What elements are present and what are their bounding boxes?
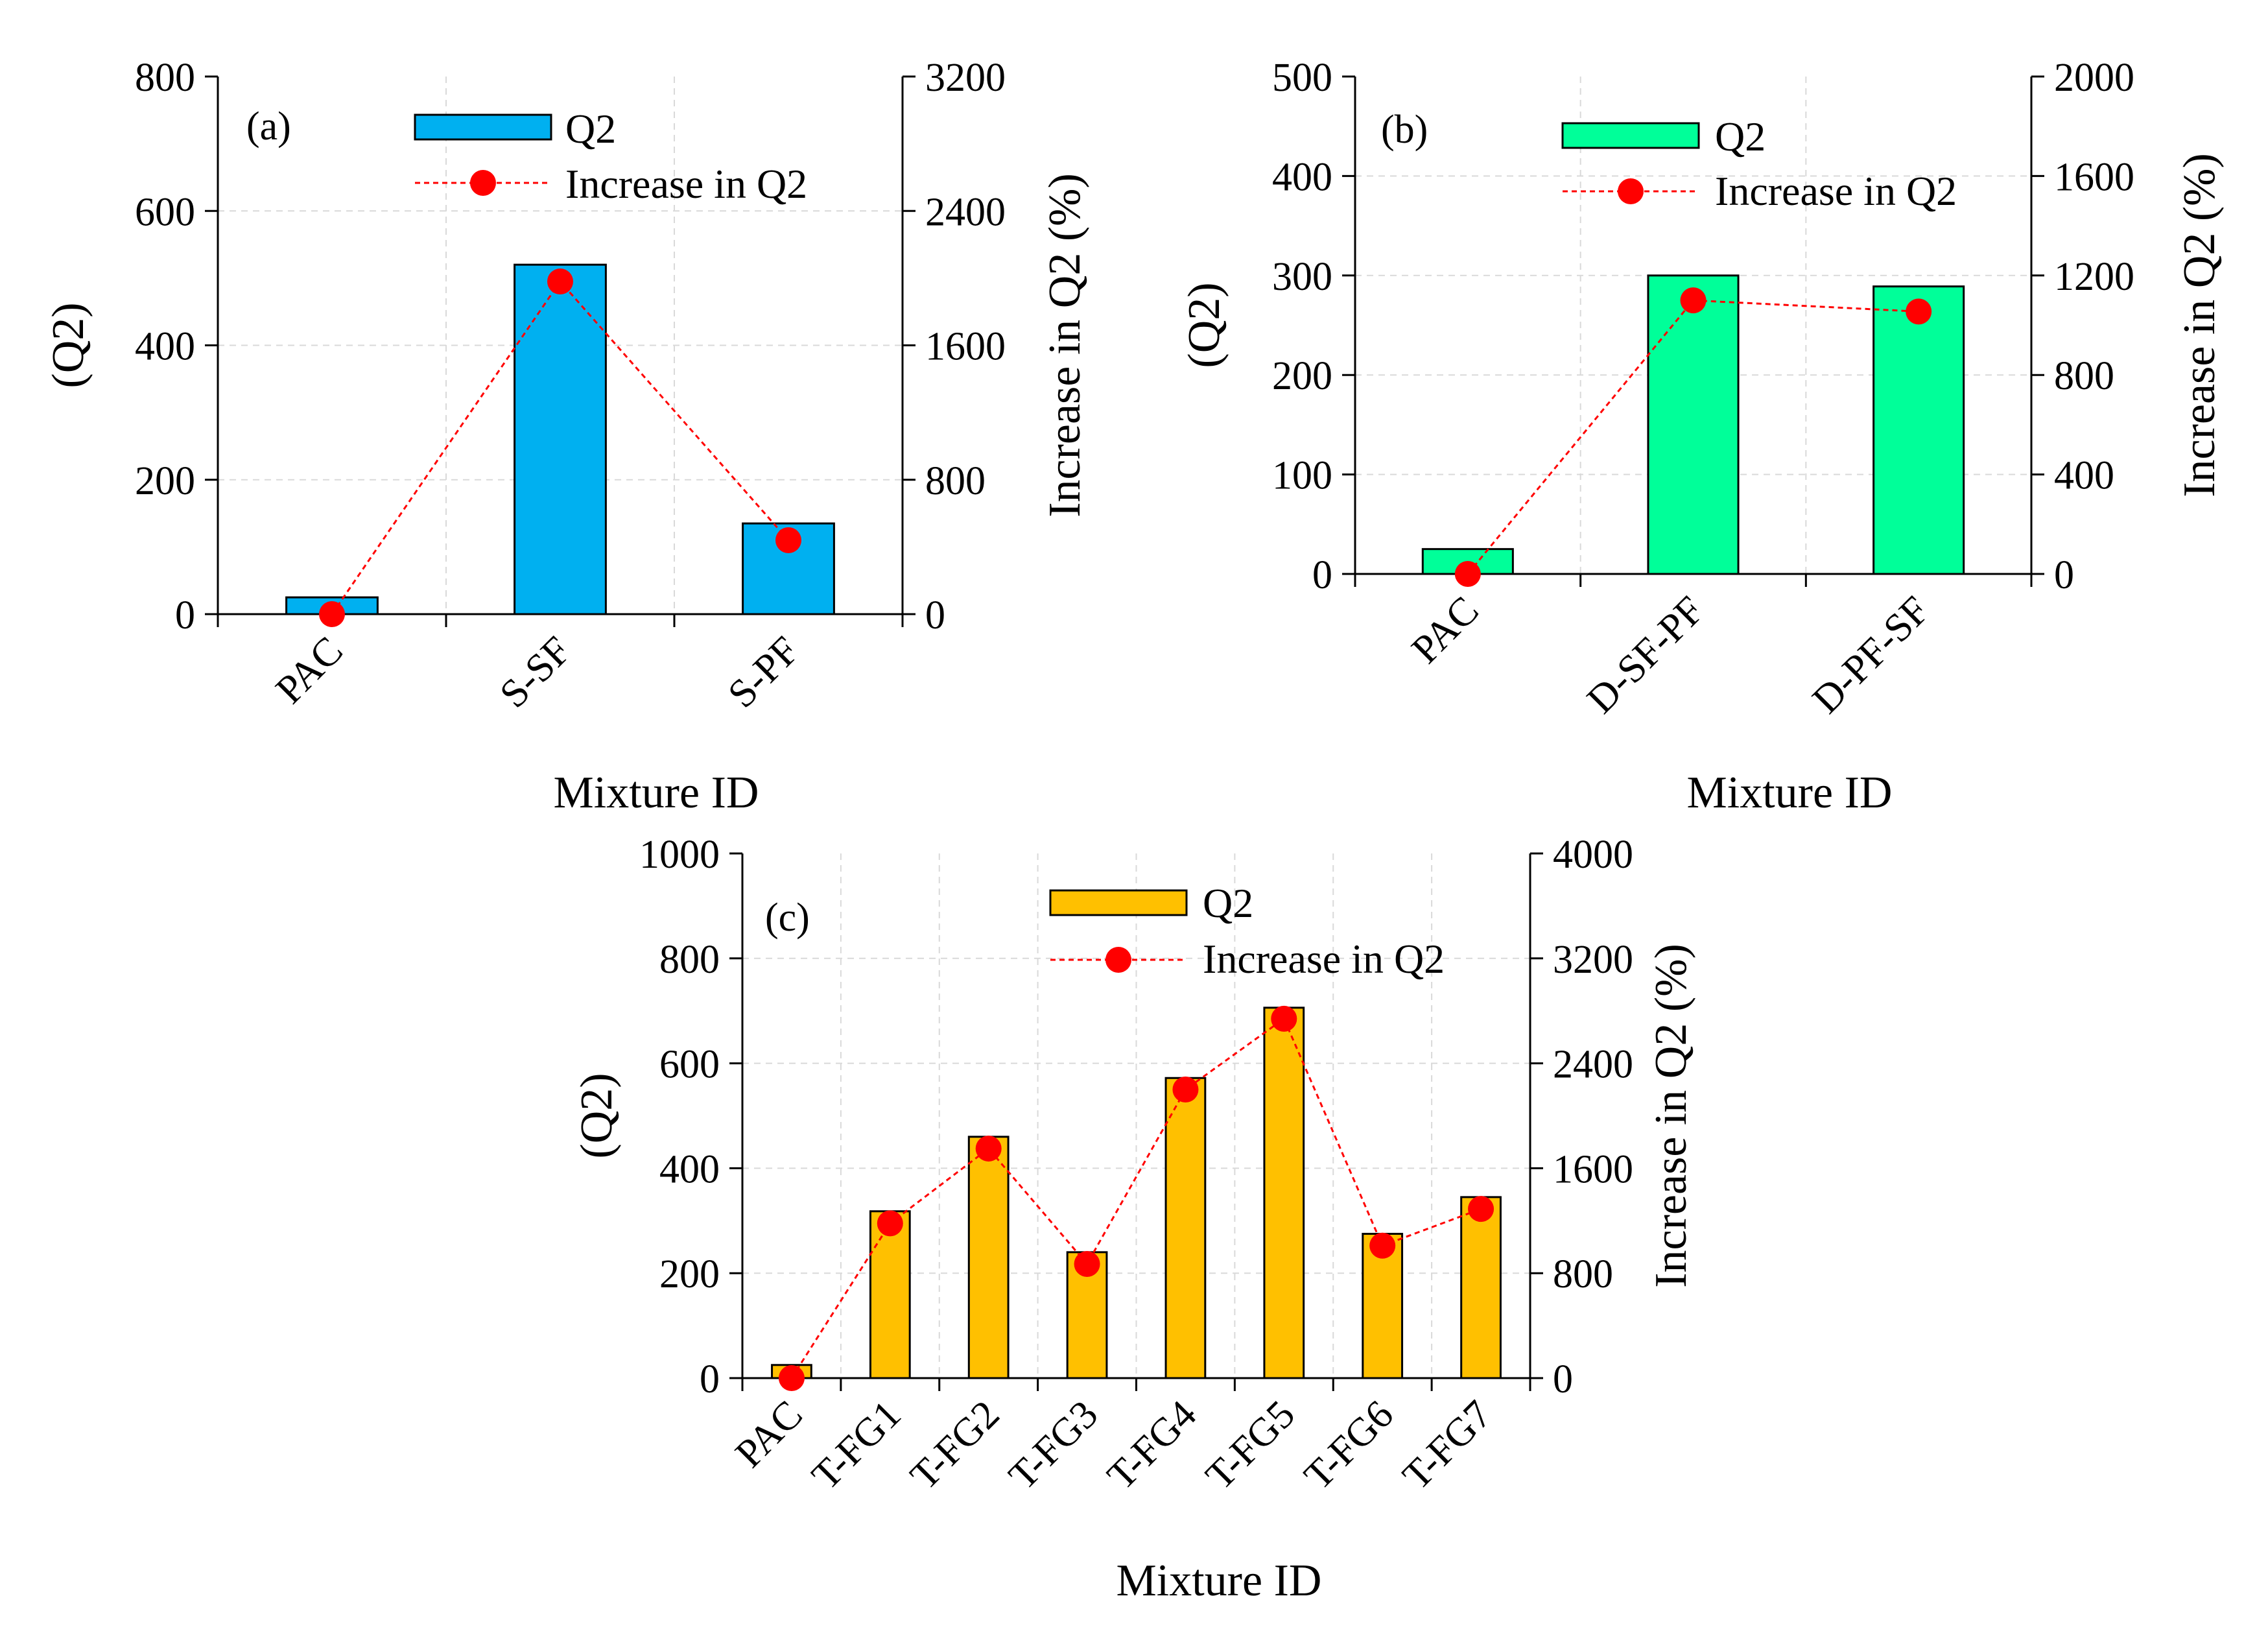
y-axis-title: (Q2): [572, 1073, 622, 1158]
y-tick-label-left: 400: [1272, 155, 1332, 199]
x-tick-label: PAC: [1403, 588, 1487, 672]
y-tick-label-right: 1600: [925, 325, 1006, 369]
x-tick-label: S-PF: [720, 628, 808, 717]
y-tick-label-left: 100: [1272, 454, 1332, 498]
y-tick-label-right: 4000: [1553, 833, 1633, 877]
x-tick-label: T-FG2: [902, 1392, 1008, 1498]
y-tick-label-left: 0: [1312, 553, 1332, 597]
y-tick-label-left: 200: [659, 1252, 720, 1296]
y-tick-label-left: 300: [1272, 255, 1332, 299]
y-axis-title: (Q2): [1179, 282, 1229, 368]
x-tick-label: T-FG3: [1000, 1392, 1106, 1498]
panel-b: 0 100 200 300 400 500 0 400 800 1200 1600 2000 PAC D-…: [1179, 56, 2225, 818]
x-tick-label: PAC: [268, 628, 351, 712]
panel-c: 0 200 400 600 800 1000 0 800 1600 2400 3200 4000 PAC…: [572, 833, 1696, 1606]
y2-axis-title: Increase in Q2 (%): [1040, 173, 1090, 518]
legend-label-q2: Q2: [565, 106, 616, 152]
bar-d-pf-sf: [1872, 285, 1965, 575]
legend-label-q2: Q2: [1203, 880, 1253, 926]
panel-a: 0 200 400 600 800 0 800 1600 2400 3200 PAC S-SF S-PF…: [43, 56, 1090, 818]
y-tick-label-right: 1200: [2054, 255, 2134, 299]
panel-label: (c): [765, 896, 810, 940]
increase-point-d-sf-pf: [1680, 287, 1707, 314]
x-tick-label: PAC: [727, 1392, 810, 1476]
panel-label: (a): [246, 104, 291, 149]
y-tick-label-left: 1000: [639, 833, 720, 877]
y-tick-label-left: 200: [1272, 354, 1332, 398]
legend-dot-swatch: [1618, 178, 1644, 204]
increase-point-t-fg5: [1271, 1005, 1297, 1032]
y-tick-label-right: 1600: [2054, 155, 2134, 199]
y-tick-label-right: 800: [1553, 1252, 1613, 1296]
x-tick-label: T-FG7: [1395, 1392, 1500, 1498]
x-tick-label: T-FG5: [1198, 1392, 1303, 1498]
y-tick-label-left: 600: [659, 1043, 720, 1087]
increase-point-pac: [319, 601, 345, 627]
x-tick-label: S-SF: [491, 628, 580, 717]
increase-point-pac: [778, 1365, 805, 1391]
bar-t-fg3: [1066, 1251, 1108, 1379]
y-tick-label-left: 400: [135, 325, 195, 369]
legend-bar-swatch: [1561, 122, 1700, 149]
x-tick-label: T-FG6: [1296, 1392, 1402, 1498]
legend-bar-swatch: [1049, 889, 1188, 916]
panel-label: (b): [1381, 108, 1428, 152]
y-tick-label-right: 800: [2054, 354, 2114, 398]
y-tick-label-left: 200: [135, 459, 195, 503]
y-tick-label-left: 600: [135, 190, 195, 234]
y-tick-label-right: 2400: [925, 190, 1006, 234]
x-tick-label: T-FG4: [1099, 1392, 1205, 1498]
legend-bar-swatch: [414, 113, 552, 141]
x-tick-label: T-FG1: [803, 1392, 909, 1498]
y-tick-label-left: 800: [135, 56, 195, 100]
y-tick-label-right: 400: [2054, 454, 2114, 498]
increase-point-d-pf-sf: [1906, 298, 1932, 325]
bar-d-sf-pf: [1647, 274, 1740, 575]
increase-point-t-fg4: [1172, 1077, 1199, 1103]
y2-axis-title: Increase in Q2 (%): [2175, 153, 2225, 497]
y-tick-label-right: 0: [1553, 1357, 1573, 1401]
y-tick-label-left: 800: [659, 938, 720, 982]
legend-label-increase: Increase in Q2: [565, 161, 807, 207]
bar-t-fg4: [1164, 1077, 1207, 1379]
y-tick-label-right: 3200: [925, 56, 1006, 100]
bar-t-fg2: [967, 1136, 1010, 1379]
bar-t-fg5: [1263, 1007, 1305, 1379]
legend-label-q2: Q2: [1715, 113, 1766, 160]
increase-point-s-pf: [775, 527, 801, 554]
y-tick-label-right: 2400: [1553, 1043, 1633, 1087]
x-axis-title: Mixture ID: [1687, 768, 1893, 818]
increase-point-s-sf: [547, 268, 573, 295]
y-axis-title: (Q2): [43, 302, 93, 388]
legend-label-increase: Increase in Q2: [1715, 168, 1957, 214]
x-axis-title: Mixture ID: [1116, 1556, 1322, 1606]
increase-point-t-fg3: [1074, 1251, 1100, 1278]
y-tick-label-left: 0: [700, 1357, 720, 1401]
increase-point-t-fg2: [975, 1136, 1002, 1162]
legend-dot-swatch: [470, 170, 496, 196]
x-tick-label: D-SF-PF: [1579, 588, 1712, 722]
x-axis-title: Mixture ID: [554, 768, 759, 818]
y-tick-label-right: 0: [925, 593, 945, 637]
y2-axis-title: Increase in Q2 (%): [1646, 944, 1696, 1288]
y-tick-label-left: 400: [659, 1147, 720, 1191]
increase-point-pac: [1454, 561, 1481, 587]
increase-point-t-fg7: [1468, 1196, 1494, 1222]
y-tick-label-right: 2000: [2054, 56, 2134, 100]
y-tick-label-right: 800: [925, 459, 986, 503]
legend-dot-swatch: [1105, 947, 1131, 973]
increase-line: [790, 1017, 1482, 1379]
legend-label-increase: Increase in Q2: [1203, 936, 1445, 982]
y-tick-label-right: 1600: [1553, 1147, 1633, 1191]
x-tick-label: D-PF-SF: [1804, 588, 1938, 722]
increase-point-t-fg1: [877, 1210, 903, 1237]
bar-s-sf: [514, 263, 607, 615]
y-tick-label-right: 0: [2054, 553, 2074, 597]
y-tick-label-left: 500: [1272, 56, 1332, 100]
bar-t-fg7: [1460, 1196, 1502, 1379]
increase-point-t-fg6: [1369, 1232, 1396, 1259]
y-tick-label-right: 3200: [1553, 938, 1633, 982]
y-tick-label-left: 0: [175, 593, 195, 637]
